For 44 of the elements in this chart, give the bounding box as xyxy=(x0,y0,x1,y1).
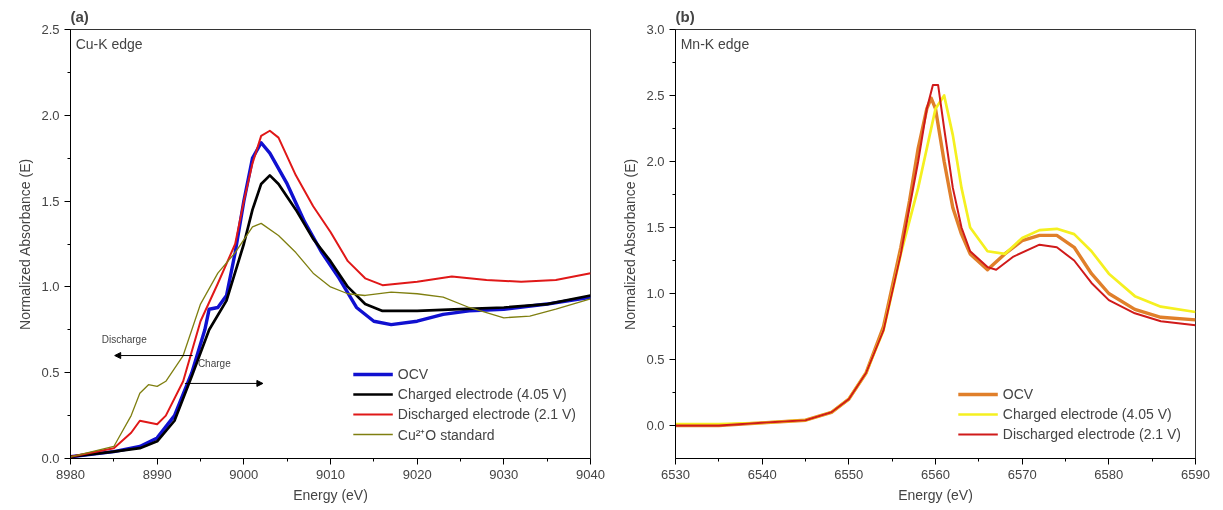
y-tick-label: 2.5 xyxy=(646,88,665,103)
legend-label: Discharged electrode (2.1 V) xyxy=(1002,426,1181,442)
legend-label: Charged electrode (4.05 V) xyxy=(1002,406,1172,422)
x-tick-label: 6540 xyxy=(747,466,777,482)
x-tick-label: 9000 xyxy=(229,466,259,482)
x-tick-label: 9030 xyxy=(489,466,519,482)
legend-label: OCV xyxy=(397,366,429,382)
chart-title: (a) xyxy=(70,7,89,25)
y-tick-label: 2.0 xyxy=(41,107,60,123)
x-tick-label: 9040 xyxy=(576,466,605,482)
y-tick-label: 3.0 xyxy=(646,22,665,37)
y-tick-label: 2.5 xyxy=(41,22,60,37)
x-tick-label: 9020 xyxy=(402,466,432,482)
y-tick-label: 0.5 xyxy=(646,352,665,367)
annotation: Mn-K edge xyxy=(680,35,750,52)
y-tick-label: 2.0 xyxy=(646,154,665,169)
x-tick-label: 6560 xyxy=(921,466,950,482)
x-tick-label: 8990 xyxy=(142,466,172,482)
legend-label: OCV xyxy=(1002,386,1034,402)
annotation: Charge xyxy=(197,357,232,369)
legend-label: Discharged electrode (2.1 V) xyxy=(397,406,576,422)
y-tick-label: 1.0 xyxy=(41,279,60,295)
x-tick-label: 6530 xyxy=(661,466,690,482)
x-axis-title: Energy (eV) xyxy=(293,486,368,503)
annotation: Discharge xyxy=(101,333,148,345)
y-axis-title: Normalized Absorbance (E) xyxy=(622,158,639,330)
annotation: Cu-K edge xyxy=(75,35,143,52)
x-tick-label: 8980 xyxy=(56,466,85,482)
y-tick-label: 0.5 xyxy=(41,365,60,381)
y-tick-label: 1.0 xyxy=(646,286,665,301)
y-tick-label: 1.5 xyxy=(41,193,60,209)
x-tick-label: 6570 xyxy=(1007,466,1037,482)
x-tick-label: 6590 xyxy=(1181,466,1210,482)
x-axis-title: Energy (eV) xyxy=(898,486,973,503)
y-tick-label: 0.0 xyxy=(41,451,60,466)
legend-label: Charged electrode (4.05 V) xyxy=(397,386,567,402)
legend-label: Cu²⁺O standard xyxy=(397,425,495,444)
x-tick-label: 6550 xyxy=(834,466,864,482)
y-tick-label: 0.0 xyxy=(646,418,665,433)
y-axis-title: Normalized Absorbance (E) xyxy=(17,158,34,330)
y-tick-label: 1.5 xyxy=(646,220,665,235)
x-tick-label: 6580 xyxy=(1094,466,1124,482)
x-tick-label: 9010 xyxy=(316,466,345,482)
chart-title: (b) xyxy=(675,7,695,25)
